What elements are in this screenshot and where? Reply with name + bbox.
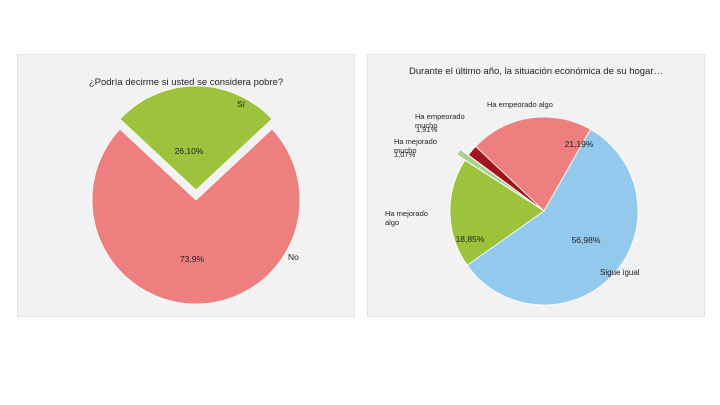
pie-chart-pobreza: 26,10% 73,9% Sí No xyxy=(91,85,301,305)
pie-slice-empeorado-algo xyxy=(475,116,592,212)
data-label-sigue-igual: 56,98% xyxy=(572,235,601,245)
data-label-mejorado-algo: 18,85% xyxy=(456,234,485,244)
pie-slice-mejorado-algo xyxy=(449,159,545,266)
category-label-si: Sí xyxy=(237,99,246,109)
pie-slice-empeorado-mucho xyxy=(467,145,545,212)
chart-title-situacion: Durante el último año, la situación econ… xyxy=(408,66,663,77)
category-label-empeorado-algo: Ha empeorado algo xyxy=(487,100,553,109)
category-label-sigue-igual: Sigue igual xyxy=(600,268,640,277)
chart-panel-pobreza: ¿Podría decirme si usted se considera po… xyxy=(17,54,355,317)
data-label-mejorado-mucho: 1,07% xyxy=(394,150,416,159)
category-label-mejorado-algo: Ha mejorado algo xyxy=(385,209,428,227)
category-label-mejorado-mucho: Ha mejorado mucho xyxy=(394,137,437,155)
pie-slice-no xyxy=(91,128,301,305)
chart-title-pobreza: ¿Podría decirme si usted se considera po… xyxy=(88,77,284,88)
data-label-si: 26,10% xyxy=(175,146,204,156)
data-label-empeorado-algo: 21,19% xyxy=(565,139,594,149)
chart-panel-situacion: Durante el último año, la situación econ… xyxy=(367,54,705,317)
category-label-no: No xyxy=(288,252,299,262)
pie-slice-mejorado-mucho xyxy=(456,148,537,206)
pie-chart-situacion: 21,19% 56,98% 18,85% 1,07% 1,91% Ha empe… xyxy=(385,100,640,306)
category-label-empeorado-mucho: Ha empeorado mucho xyxy=(415,112,465,130)
pie-slice-sigue-igual xyxy=(466,128,639,306)
pie-slice-si xyxy=(119,85,273,191)
data-label-no: 73,9% xyxy=(180,254,205,264)
data-label-empeorado-mucho: 1,91% xyxy=(416,125,438,134)
